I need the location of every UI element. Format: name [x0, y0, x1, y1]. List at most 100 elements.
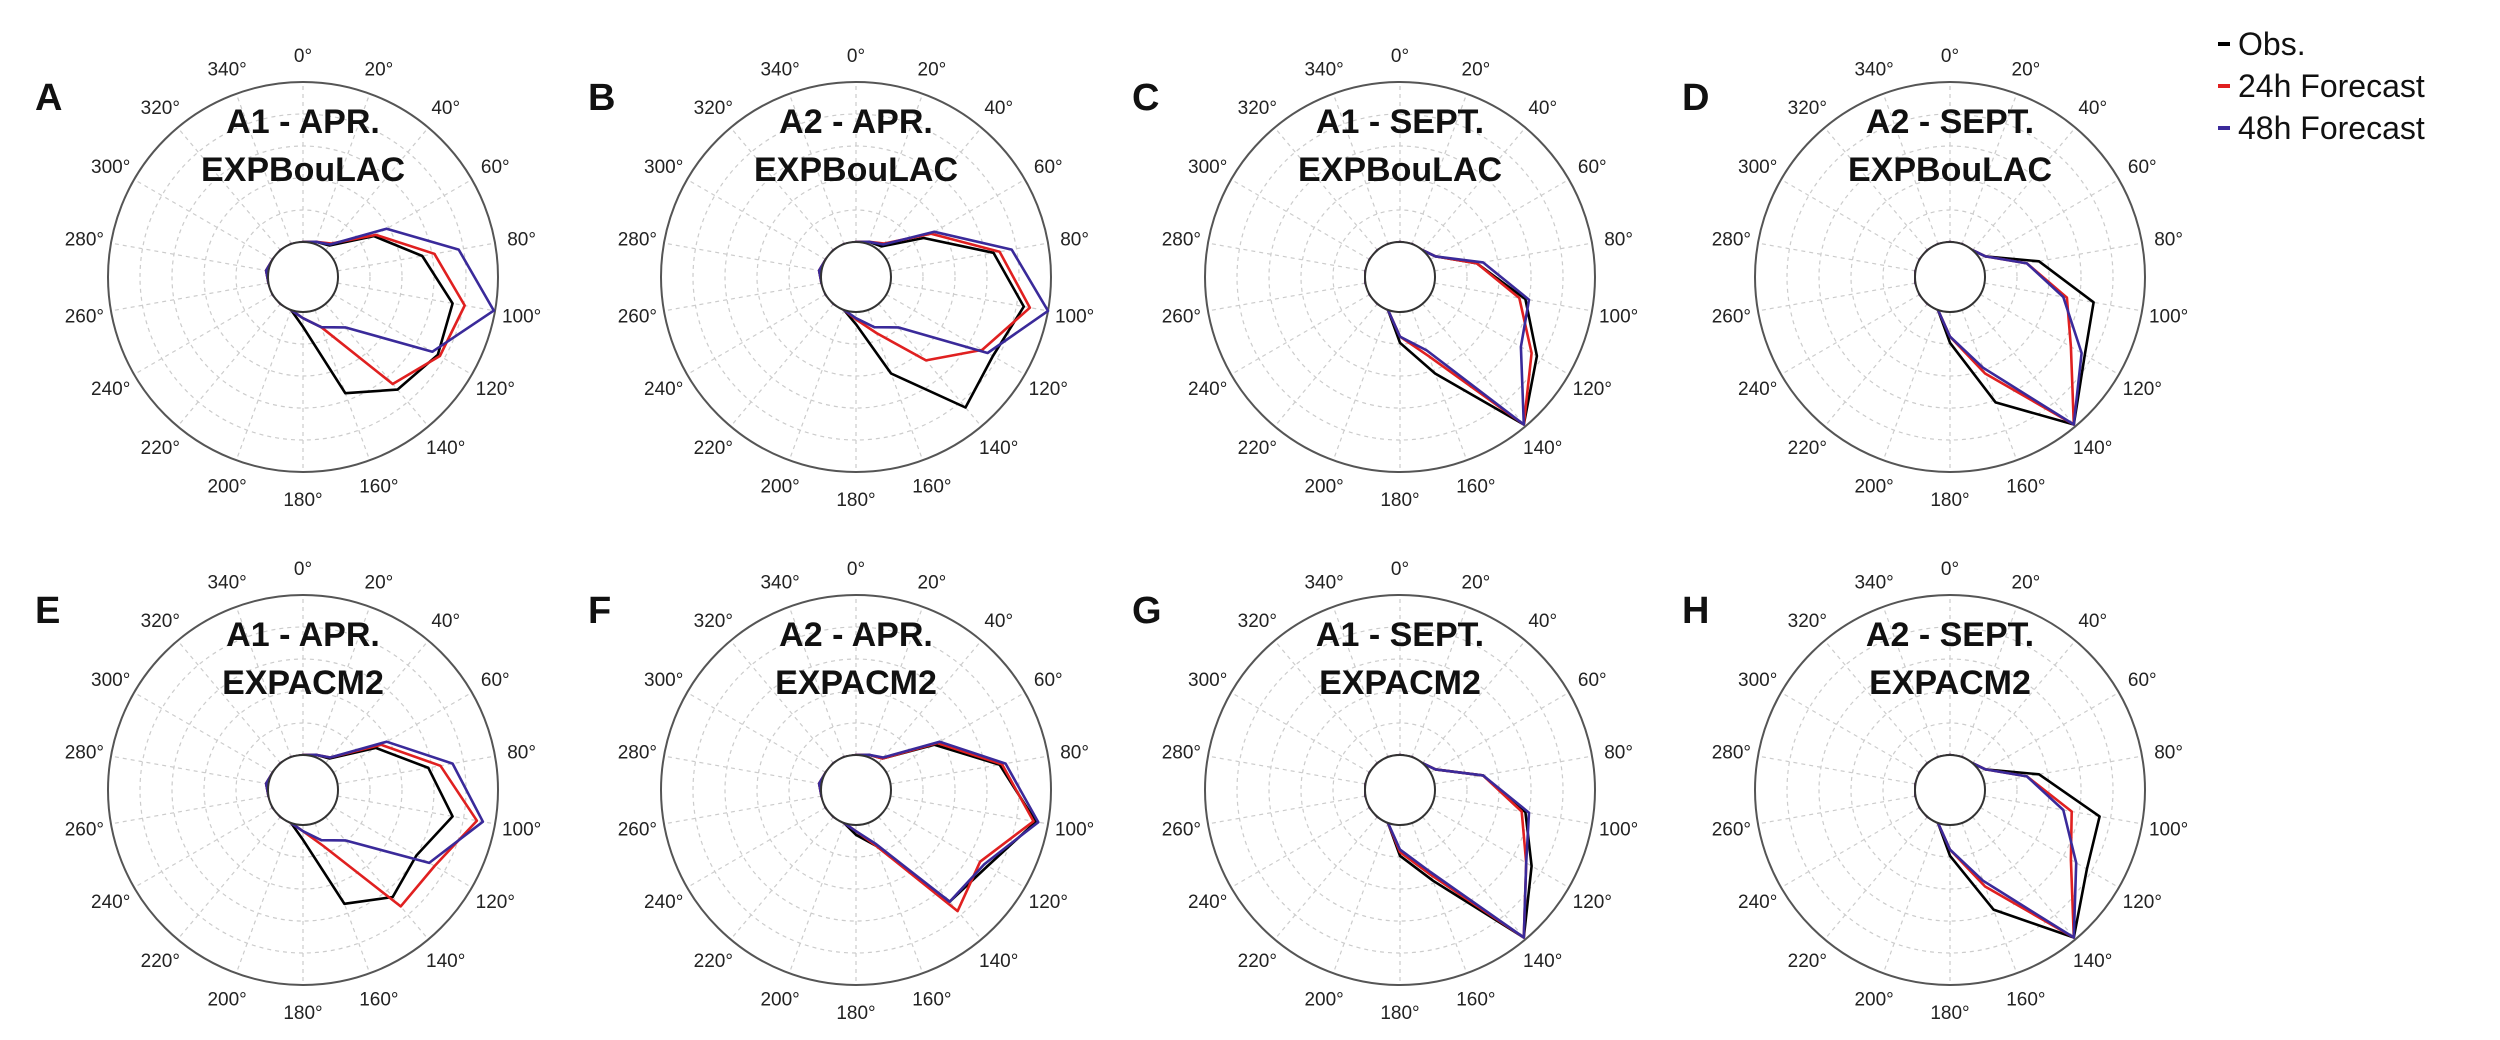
grid-spoke: [110, 242, 269, 272]
grid-spoke: [1274, 640, 1378, 764]
grid-spoke: [878, 303, 982, 427]
grid-spoke: [1411, 606, 1468, 758]
grid-spoke: [878, 640, 982, 764]
angle-tick-label: 20°: [1462, 572, 1491, 593]
angle-tick-label: 180°: [1380, 490, 1419, 511]
grid-spoke: [110, 282, 269, 312]
grid-spoke: [325, 816, 429, 940]
angle-tick-label: 300°: [1738, 670, 1777, 691]
grid-spoke: [1961, 93, 2018, 245]
angle-tick-label: 20°: [1462, 59, 1491, 80]
grid-spoke: [1961, 822, 2018, 974]
grid-spoke: [337, 755, 496, 785]
angle-tick-label: 140°: [979, 438, 1018, 459]
angle-tick-label: 180°: [1380, 1003, 1419, 1024]
grid-spoke: [1980, 806, 2120, 889]
grid-spoke: [890, 755, 1049, 785]
angle-tick-label: 340°: [207, 572, 246, 593]
grid-spoke: [1430, 293, 1570, 376]
grid-spoke: [1980, 178, 2120, 261]
grid-spoke: [1824, 127, 1928, 251]
angle-tick-label: 200°: [207, 477, 246, 498]
grid-spoke: [890, 242, 1049, 272]
angle-tick-label: 220°: [1238, 438, 1277, 459]
panel-title-line: EXPACM2: [1319, 664, 1481, 702]
angle-tick-label: 160°: [359, 477, 398, 498]
grid-spoke: [788, 93, 845, 245]
grid-spoke: [1230, 178, 1370, 261]
angle-tick-label: 140°: [426, 438, 465, 459]
panel-title-line: A2 - APR.: [779, 103, 933, 141]
radar-panel-b: 0° 20° 40° 60° 80° 100° 120° 140° 160° 180° 200° 22…: [588, 46, 1094, 511]
angle-tick-label: 60°: [1034, 670, 1063, 691]
grid-spoke: [686, 691, 826, 774]
angle-tick-label: 0°: [1391, 559, 1409, 580]
radar-panel-d: 0° 20° 40° 60° 80° 100° 120° 140° 160° 180° 200° 22…: [1682, 46, 2188, 511]
grid-spoke: [337, 795, 496, 825]
angle-tick-label: 240°: [644, 379, 683, 400]
outer-frame-circle: [107, 594, 499, 986]
grid-spoke: [333, 293, 473, 376]
grid-spoke: [177, 303, 281, 427]
grid-spoke: [878, 816, 982, 940]
grid-spoke: [1422, 303, 1526, 427]
angle-tick-label: 120°: [1029, 892, 1068, 913]
angle-tick-label: 120°: [2123, 892, 2162, 913]
grid-spoke: [686, 178, 826, 261]
angle-tick-label: 280°: [1712, 743, 1751, 764]
angle-tick-label: 320°: [1238, 611, 1277, 632]
angle-tick-label: 100°: [1599, 820, 1638, 841]
angle-tick-label: 320°: [1238, 98, 1277, 119]
grid-spoke: [1980, 293, 2120, 376]
angle-tick-label: 100°: [2149, 820, 2188, 841]
angle-tick-label: 160°: [912, 477, 951, 498]
angle-tick-label: 180°: [1930, 1003, 1969, 1024]
panel-title-line: EXPACM2: [1869, 664, 2031, 702]
outer-frame-circle: [107, 81, 499, 473]
inner-circle: [820, 241, 892, 313]
radar-panel-c: 0° 20° 40° 60° 80° 100° 120° 140° 160° 180° 200° 22…: [1132, 46, 1638, 511]
angle-tick-label: 260°: [1712, 307, 1751, 328]
angle-tick-label: 100°: [1599, 307, 1638, 328]
angle-tick-label: 100°: [1055, 820, 1094, 841]
outer-frame-circle: [660, 594, 1052, 986]
angle-tick-label: 280°: [1162, 230, 1201, 251]
angle-tick-label: 260°: [618, 820, 657, 841]
grid-spoke: [1757, 242, 1916, 272]
angle-tick-label: 260°: [618, 307, 657, 328]
grid-spoke: [1422, 816, 1526, 940]
grid-spoke: [133, 178, 273, 261]
angle-tick-label: 260°: [1162, 820, 1201, 841]
grid-spoke: [1757, 795, 1916, 825]
grid-spoke: [1430, 691, 1570, 774]
angle-tick-label: 320°: [141, 611, 180, 632]
angle-tick-label: 160°: [2006, 990, 2045, 1011]
grid-spoke: [1274, 127, 1378, 251]
grid-spoke: [730, 816, 834, 940]
inner-circle: [820, 754, 892, 826]
angle-tick-label: 40°: [984, 611, 1013, 632]
angle-tick-label: 280°: [618, 230, 657, 251]
grid-spoke: [1961, 606, 2018, 758]
grid-spoke: [1207, 282, 1366, 312]
angle-tick-label: 40°: [2078, 98, 2107, 119]
angle-tick-label: 0°: [1941, 559, 1959, 580]
grid-spoke: [1434, 795, 1593, 825]
radar-panel-f: 0° 20° 40° 60° 80° 100° 120° 140° 160° 180° 200° 22…: [588, 559, 1094, 1024]
grid-spoke: [177, 640, 281, 764]
panel-title-line: A2 - SEPT.: [1866, 616, 2034, 654]
radar-panel-e: 0° 20° 40° 60° 80° 100° 120° 140° 160° 180° 200° 22…: [35, 559, 541, 1024]
angle-tick-label: 140°: [2073, 951, 2112, 972]
radar-panel-g: 0° 20° 40° 60° 80° 100° 120° 140° 160° 180° 200° 22…: [1132, 559, 1638, 1024]
grid-spoke: [890, 282, 1049, 312]
grid-spoke: [788, 309, 845, 461]
grid-circle: [1786, 626, 2114, 954]
grid-spoke: [1780, 806, 1920, 889]
grid-spoke: [890, 795, 1049, 825]
angle-tick-label: 120°: [1573, 379, 1612, 400]
angle-tick-label: 320°: [694, 98, 733, 119]
panel-title-line: A2 - SEPT.: [1866, 103, 2034, 141]
angle-tick-label: 200°: [760, 477, 799, 498]
grid-spoke: [1780, 178, 1920, 261]
